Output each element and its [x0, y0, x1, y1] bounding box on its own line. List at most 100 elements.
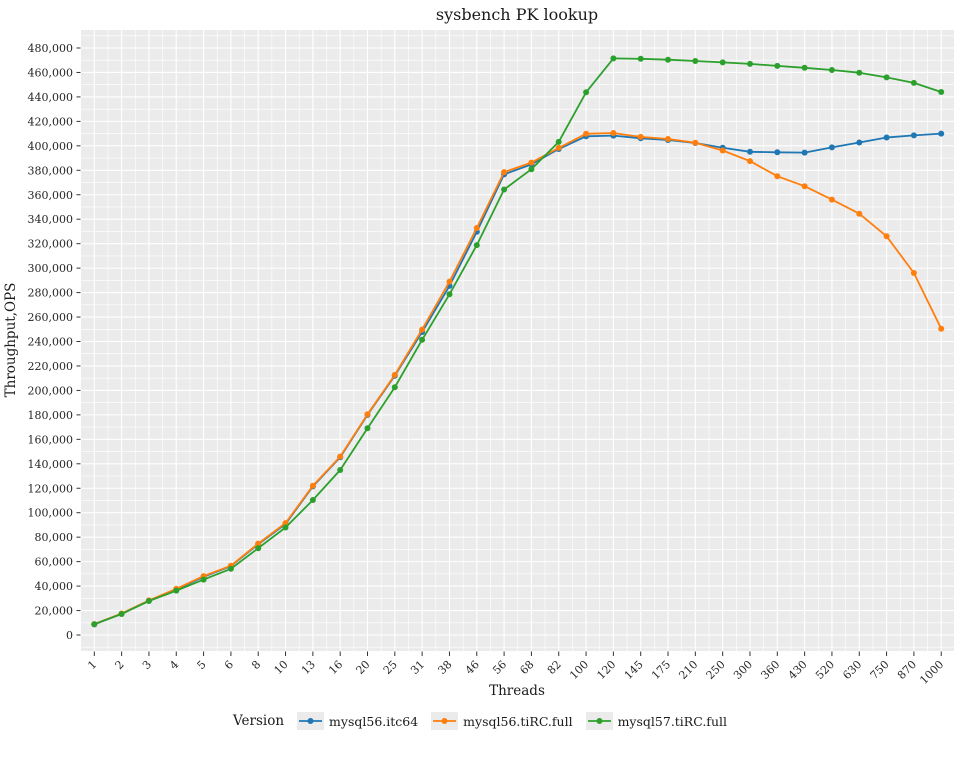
data-point: [145, 598, 152, 604]
data-point: [282, 524, 289, 531]
data-point: [910, 79, 917, 86]
legend-key-line-icon: [585, 712, 613, 730]
data-point: [719, 147, 726, 154]
chart-title: sysbench PK lookup: [436, 5, 598, 24]
data-point: [692, 139, 699, 146]
data-point: [446, 278, 453, 285]
data-point: [610, 130, 617, 136]
data-point: [883, 74, 890, 81]
legend-label: mysql56.itc64: [329, 713, 419, 729]
data-point: [501, 169, 508, 176]
data-point: [255, 545, 262, 552]
data-point: [801, 149, 808, 156]
y-axis-title: Throughput,OPS: [3, 283, 19, 398]
legend-item-mysql57-tirc-full: mysql57.tiRC.full: [585, 712, 727, 730]
data-point: [719, 59, 726, 66]
data-point: [501, 186, 508, 193]
x-tick-label: 8: [249, 658, 263, 672]
data-point: [938, 89, 945, 95]
x-tick-label: 630: [840, 658, 864, 682]
x-tick-label: 38: [435, 658, 454, 677]
data-point: [473, 242, 480, 249]
series-lines: [91, 55, 945, 628]
data-point: [391, 371, 398, 378]
x-tick-label: 430: [786, 658, 810, 682]
x-tick-label: 6: [222, 658, 236, 672]
data-point: [555, 138, 562, 145]
data-point: [391, 384, 398, 391]
x-tick-label: 1: [85, 658, 99, 672]
data-point: [419, 326, 426, 333]
data-point: [173, 587, 180, 594]
y-tick-label: 140,000: [28, 458, 74, 471]
data-point: [910, 132, 917, 139]
y-tick-label: 440,000: [28, 91, 74, 104]
data-point: [118, 611, 125, 617]
x-axis-title: Threads: [489, 683, 545, 699]
y-tick-label: 260,000: [28, 311, 74, 324]
data-point: [337, 453, 344, 460]
data-point: [774, 173, 781, 180]
data-point: [665, 136, 671, 142]
data-point: [583, 89, 590, 96]
x-tick-label: 360: [758, 658, 782, 682]
data-point: [856, 139, 863, 146]
x-tick-label: 100: [567, 658, 591, 682]
x-tick-label: 16: [326, 658, 345, 677]
data-point: [774, 62, 781, 69]
x-tick-label: 82: [545, 658, 564, 677]
data-point: [828, 67, 835, 73]
data-point: [364, 425, 371, 432]
legend-title: Version: [233, 713, 285, 729]
data-point: [938, 130, 945, 137]
x-tick-label: 20: [354, 658, 373, 677]
y-tick-label: 320,000: [28, 238, 74, 251]
x-tick-label: 25: [381, 658, 400, 677]
data-point: [828, 196, 835, 203]
x-tick-label: 13: [299, 658, 318, 677]
y-tick-label: 420,000: [28, 115, 74, 128]
x-tick-label: 4: [167, 658, 181, 672]
y-tick-label: 120,000: [28, 482, 74, 495]
data-point: [528, 159, 535, 166]
data-point: [856, 210, 863, 217]
x-tick-label: 1000: [917, 658, 946, 687]
x-tick-label: 10: [272, 658, 291, 677]
data-point: [747, 148, 753, 155]
data-point: [883, 233, 890, 240]
data-point: [883, 134, 890, 141]
x-tick-label: 56: [490, 658, 509, 677]
chart-canvas: sysbench PK lookup 1 2 3 4 5 6 8 10 13 16 20 25 31 38…: [3, 5, 954, 699]
y-tick-label: 220,000: [28, 360, 74, 373]
y-tick-label: 200,000: [28, 384, 74, 397]
x-tick-label: 46: [463, 658, 482, 677]
legend-item-mysql56-tirc-full: mysql56.tiRC.full: [431, 712, 573, 730]
legend-item-mysql56-itc64: mysql56.itc64: [297, 712, 418, 730]
y-tick-label: 360,000: [28, 189, 74, 202]
x-tick-label: 210: [676, 658, 700, 682]
data-point: [419, 336, 426, 343]
data-point: [255, 540, 262, 547]
x-tick-label: 68: [517, 658, 536, 677]
y-tick-label: 300,000: [28, 262, 74, 275]
legend-key-line-icon: [431, 712, 459, 730]
x-tick-label: 750: [868, 658, 892, 682]
data-point: [665, 56, 671, 63]
data-point: [91, 621, 98, 628]
x-tick-label: 300: [731, 658, 755, 682]
y-tick-label: 180,000: [28, 409, 74, 422]
data-point: [446, 291, 453, 298]
data-point: [610, 55, 617, 62]
y-tick-labels: 0 20,000 40,000 60,000 80,000 100,000 120,000 1…: [28, 42, 74, 642]
y-tick-label: 340,000: [28, 213, 74, 226]
data-point: [828, 144, 835, 151]
legend-label: mysql57.tiRC.full: [617, 713, 727, 729]
y-tick-label: 60,000: [35, 556, 74, 569]
y-tick-label: 80,000: [35, 531, 74, 544]
data-point: [692, 58, 699, 64]
data-point: [200, 576, 207, 583]
y-tick-label: 20,000: [35, 605, 74, 618]
y-tick-label: 280,000: [28, 287, 74, 300]
y-tick-label: 400,000: [28, 140, 74, 153]
